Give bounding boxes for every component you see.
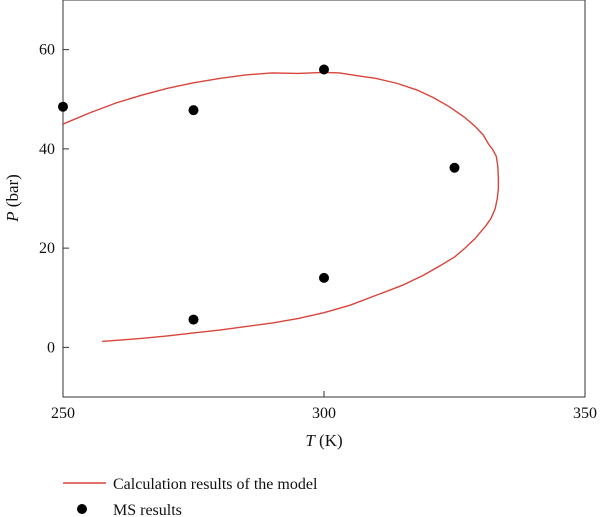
x-tick-label: 300 — [312, 405, 336, 422]
x-tick-label: 350 — [573, 405, 597, 422]
plot-area: 0 20 40 60 250 300 350 — [39, 0, 597, 422]
ms-data-point — [188, 105, 199, 116]
ms-data-point — [449, 162, 460, 173]
legend-label-model: Calculation results of the model — [113, 476, 318, 493]
legend-item-model: Calculation results of the model — [63, 476, 318, 493]
y-tick-label: 20 — [39, 240, 55, 257]
plot-frame — [62, 0, 586, 398]
y-axis-ticks: 0 20 40 60 — [39, 42, 69, 356]
svg-text:P (bar): P (bar) — [3, 174, 22, 223]
series-layer — [58, 64, 500, 343]
legend-label-ms: MS results — [113, 502, 182, 517]
model-curve — [62, 71, 500, 343]
ms-data-point — [58, 101, 68, 112]
legend-item-ms: MS results — [77, 502, 182, 517]
svg-text:T (K): T (K) — [305, 431, 342, 450]
x-axis-ticks: 250 300 350 — [51, 391, 597, 422]
y-tick-label: 60 — [39, 42, 55, 59]
ms-data-point — [319, 64, 329, 75]
x-tick-label: 250 — [51, 405, 75, 422]
y-axis-label: P (bar) — [3, 174, 22, 223]
ms-data-point — [319, 272, 329, 283]
legend: Calculation results of the model MS resu… — [63, 476, 318, 517]
y-tick-label: 0 — [47, 339, 55, 356]
legend-marker-swatch — [77, 504, 87, 514]
ms-data-point — [188, 314, 199, 325]
x-axis-label: T (K) — [305, 431, 342, 450]
y-tick-label: 40 — [39, 141, 55, 158]
